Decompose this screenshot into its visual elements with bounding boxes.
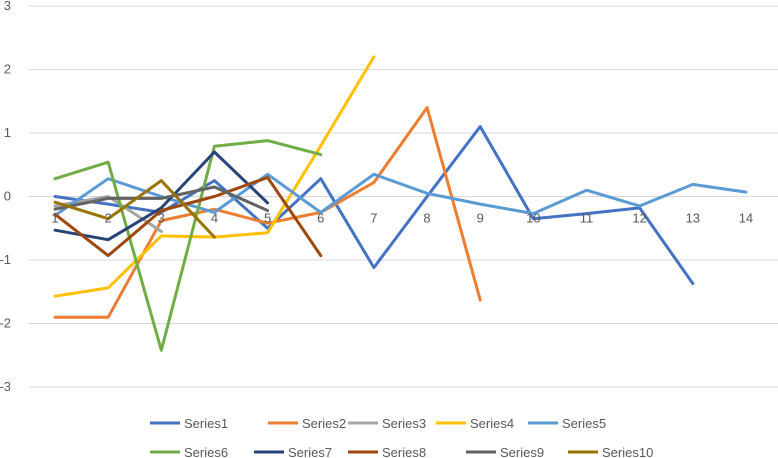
legend-item-series10: Series10 — [568, 445, 653, 458]
legend-item-series4: Series4 — [436, 416, 514, 431]
series-line-series7 — [53, 150, 270, 242]
x-tick-label: 12 — [632, 211, 646, 226]
legend-item-series2: Series2 — [268, 416, 346, 431]
x-tick-label: 1 — [51, 211, 58, 226]
legend-item-series8: Series8 — [348, 445, 426, 458]
x-tick-label: 13 — [686, 211, 700, 226]
series-lines — [53, 55, 748, 352]
x-tick-label: 10 — [526, 211, 540, 226]
y-tick-label: -2 — [0, 316, 11, 331]
y-tick-label: 0 — [4, 189, 11, 204]
legend-label: Series9 — [500, 445, 544, 458]
legend-label: Series10 — [602, 445, 653, 458]
series-line-series6 — [53, 139, 323, 352]
legend-label: Series4 — [470, 416, 514, 431]
x-tick-label: 6 — [317, 211, 324, 226]
x-tick-label: 14 — [739, 211, 753, 226]
legend-label: Series1 — [184, 416, 228, 431]
x-tick-label: 2 — [105, 211, 112, 226]
legend-item-series1: Series1 — [150, 416, 228, 431]
y-tick-label: -1 — [0, 252, 11, 267]
legend-item-series3: Series3 — [348, 416, 426, 431]
y-tick-label: -3 — [0, 379, 11, 394]
y-tick-label: 1 — [4, 125, 11, 140]
x-tick-label: 8 — [423, 211, 430, 226]
legend-item-series6: Series6 — [150, 445, 228, 458]
x-axis-tick-labels: 1 2 3 4 5 6 7 8 9 10 11 12 13 14 — [51, 211, 753, 226]
legend-label: Series7 — [288, 445, 332, 458]
legend-item-series5: Series5 — [528, 416, 606, 431]
legend-label: Series8 — [382, 445, 426, 458]
series-line-series8 — [53, 176, 323, 258]
x-tick-label: 9 — [477, 211, 484, 226]
x-tick-label: 11 — [580, 211, 594, 226]
legend-label: Series3 — [382, 416, 426, 431]
y-tick-label: 3 — [4, 0, 11, 13]
series-line-series2 — [53, 106, 482, 319]
x-tick-label: 7 — [370, 211, 377, 226]
x-tick-label: 3 — [158, 211, 165, 226]
legend-item-series9: Series9 — [466, 445, 544, 458]
series-line-series9 — [53, 185, 270, 212]
legend-label: Series5 — [562, 416, 606, 431]
legend-label: Series6 — [184, 445, 228, 458]
legend-item-series7: Series7 — [254, 445, 332, 458]
series-line-series10 — [53, 179, 216, 239]
legend-label: Series2 — [302, 416, 346, 431]
x-tick-label: 5 — [264, 211, 271, 226]
y-tick-label: 2 — [4, 62, 11, 77]
x-tick-label: 4 — [211, 211, 218, 226]
y-axis-tick-labels: 3 2 1 0 -1 -2 -3 — [0, 0, 11, 394]
legend: Series1 Series2 Series3 Series4 Series5 Serie… — [150, 416, 653, 458]
